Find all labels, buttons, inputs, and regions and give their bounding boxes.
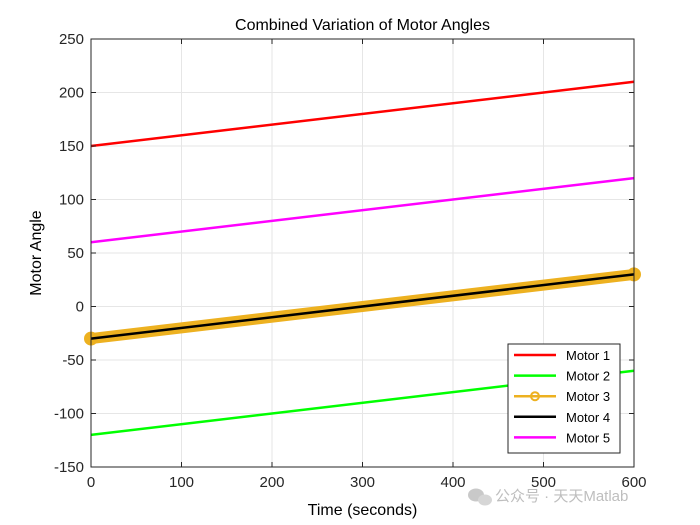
series-line-5 — [90, 176, 635, 244]
x-tick-label: 200 — [259, 474, 284, 491]
y-tick-label: 50 — [67, 245, 84, 262]
x-tick-label: 500 — [531, 474, 556, 491]
chart-title: Combined Variation of Motor Angles — [235, 17, 490, 34]
watermark: 公众号 · 天天Matlab — [468, 488, 628, 506]
y-tick-label: 150 — [59, 138, 84, 155]
y-tick-label: 100 — [59, 192, 84, 209]
y-axis-label: Motor Angle — [28, 210, 45, 295]
series-layer — [84, 80, 641, 437]
y-tick-label: 250 — [59, 31, 84, 48]
legend-label: Motor 2 — [566, 369, 610, 384]
watermark-text: 公众号 · 天天Matlab — [495, 488, 628, 505]
legend-box — [507, 343, 621, 454]
y-tick-label: 0 — [76, 299, 84, 316]
ticks: 0 100 200 300 400 500 600 -150 -100 -50 0 50 100 150 2… — [54, 31, 647, 491]
x-tick-label: 300 — [350, 474, 375, 491]
y-tick-label: -150 — [54, 459, 84, 476]
legend-label: Motor 4 — [566, 410, 610, 425]
legend-marker — [530, 391, 540, 402]
series-line-1 — [90, 80, 635, 148]
wechat-icon — [468, 488, 492, 506]
x-tick-label: 100 — [169, 474, 194, 491]
x-tick-label: 400 — [440, 474, 465, 491]
x-axis-label: Time (seconds) — [308, 502, 418, 519]
legend-label: Motor 3 — [566, 389, 610, 404]
legend-label: Motor 5 — [566, 430, 610, 445]
y-tick-label: 200 — [59, 85, 84, 102]
y-tick-label: -100 — [54, 406, 84, 423]
legend: Motor 1 Motor 2 Motor 3 Motor 4 Motor 5 — [507, 343, 621, 454]
series-line-4 — [90, 273, 635, 340]
x-tick-label: 600 — [621, 474, 646, 491]
y-tick-label: -50 — [62, 352, 84, 369]
x-tick-label: 0 — [87, 474, 95, 491]
legend-label: Motor 1 — [566, 348, 610, 363]
